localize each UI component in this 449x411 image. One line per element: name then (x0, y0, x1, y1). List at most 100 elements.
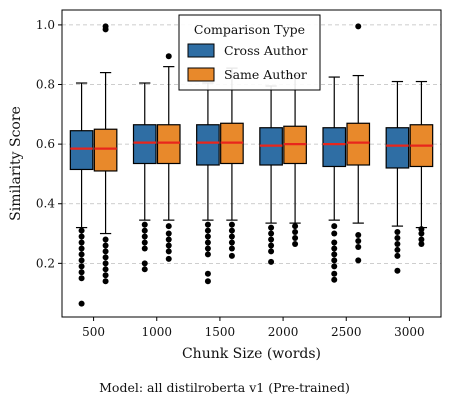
outlier-point (102, 260, 109, 267)
outlier-point (331, 245, 338, 252)
outlier-point (141, 266, 148, 273)
outlier-point (228, 239, 235, 246)
legend-swatch-cross-author (187, 43, 215, 58)
box-iqr (156, 124, 181, 165)
outlier-point (394, 267, 401, 274)
outlier-point (268, 248, 275, 255)
box-iqr (196, 124, 220, 166)
model-caption: Model: all distilroberta v1 (Pre-trained… (99, 380, 350, 395)
outlier-point (165, 230, 172, 237)
box-iqr (93, 128, 118, 172)
outlier-point (165, 236, 172, 243)
outlier-point (165, 248, 172, 255)
box-same-author-1500 (220, 67, 244, 259)
legend-label-cross-author: Cross Author (224, 43, 308, 58)
outlier-point (331, 276, 338, 283)
outlier-point (78, 245, 85, 252)
outlier-point (78, 251, 85, 258)
outlier-point (78, 275, 85, 282)
y-tick-label: 1.0 (36, 18, 55, 32)
box-iqr (322, 127, 347, 168)
box-cross-author-3000 (385, 80, 410, 274)
legend-title: Comparison Type (194, 22, 305, 37)
box-same-author-3000 (409, 80, 434, 247)
outlier-point (268, 224, 275, 231)
outlier-point (228, 233, 235, 240)
outlier-point (78, 233, 85, 240)
outlier-point (204, 227, 211, 234)
outlier-point (268, 230, 275, 237)
box-iqr (132, 124, 157, 165)
outlier-point (355, 237, 362, 244)
y-tick-label: 0.4 (36, 197, 55, 211)
box-iqr (346, 122, 371, 166)
outlier-point (102, 248, 109, 255)
box-cross-author-2500 (322, 76, 347, 283)
y-tick-label: 0.8 (36, 78, 55, 92)
outlier-point (141, 227, 148, 234)
outlier-point (102, 266, 109, 273)
outlier-point (355, 232, 362, 239)
outlier-point (228, 227, 235, 234)
outlier-point (102, 278, 109, 285)
outlier-point (102, 272, 109, 279)
outlier-point (204, 278, 211, 285)
outlier-point (204, 221, 211, 228)
outlier-point (165, 223, 172, 230)
box-same-author-1000 (156, 53, 181, 262)
outlier-point (268, 242, 275, 249)
outlier-point (268, 236, 275, 243)
outlier-point (418, 240, 425, 247)
outlier-point (292, 223, 299, 230)
outlier-point (78, 263, 85, 270)
outlier-point (204, 251, 211, 258)
outlier-point (102, 236, 109, 243)
x-tick-label: 1000 (141, 325, 172, 339)
box-cross-author-1000 (132, 82, 157, 273)
box-cross-author-1500 (196, 82, 220, 285)
box-cross-author-2000 (259, 85, 283, 265)
x-tick-label: 1500 (205, 325, 236, 339)
outlier-point (78, 300, 85, 307)
outlier-point (78, 257, 85, 264)
outlier-point (204, 270, 211, 277)
outlier-point (102, 23, 109, 30)
boxes (69, 23, 434, 307)
outlier-point (331, 251, 338, 258)
x-tick-label: 2000 (268, 325, 299, 339)
outlier-point (394, 246, 401, 253)
outlier-point (228, 245, 235, 252)
outlier-point (204, 245, 211, 252)
outlier-point (78, 269, 85, 276)
outlier-point (141, 245, 148, 252)
outlier-point (141, 233, 148, 240)
outlier-point (355, 243, 362, 250)
outlier-point (228, 221, 235, 228)
outlier-point (102, 242, 109, 249)
outlier-point (165, 242, 172, 249)
box-cross-author-500 (69, 82, 94, 307)
outlier-point (418, 230, 425, 237)
outlier-point (331, 263, 338, 270)
y-tick-label: 0.6 (36, 137, 55, 151)
box-same-author-2000 (283, 74, 307, 247)
x-tick-label: 3000 (394, 325, 425, 339)
outlier-point (331, 230, 338, 237)
outlier-point (78, 227, 85, 234)
outlier-point (204, 239, 211, 246)
outlier-point (268, 258, 275, 265)
x-tick-label: 500 (82, 325, 105, 339)
legend-label-same-author: Same Author (224, 67, 307, 82)
x-axis-label: Chunk Size (words) (182, 346, 321, 362)
legend: Comparison Type Cross Author Same Author (178, 14, 321, 91)
outlier-point (394, 229, 401, 236)
outlier-point (102, 254, 109, 261)
outlier-point (165, 53, 172, 60)
y-tick-label: 0.2 (36, 256, 55, 270)
outlier-point (141, 260, 148, 267)
outlier-point (355, 257, 362, 264)
outlier-point (141, 239, 148, 246)
y-axis-label: Similarity Score (8, 106, 24, 221)
outlier-point (331, 223, 338, 230)
legend-swatch-same-author (187, 67, 215, 82)
